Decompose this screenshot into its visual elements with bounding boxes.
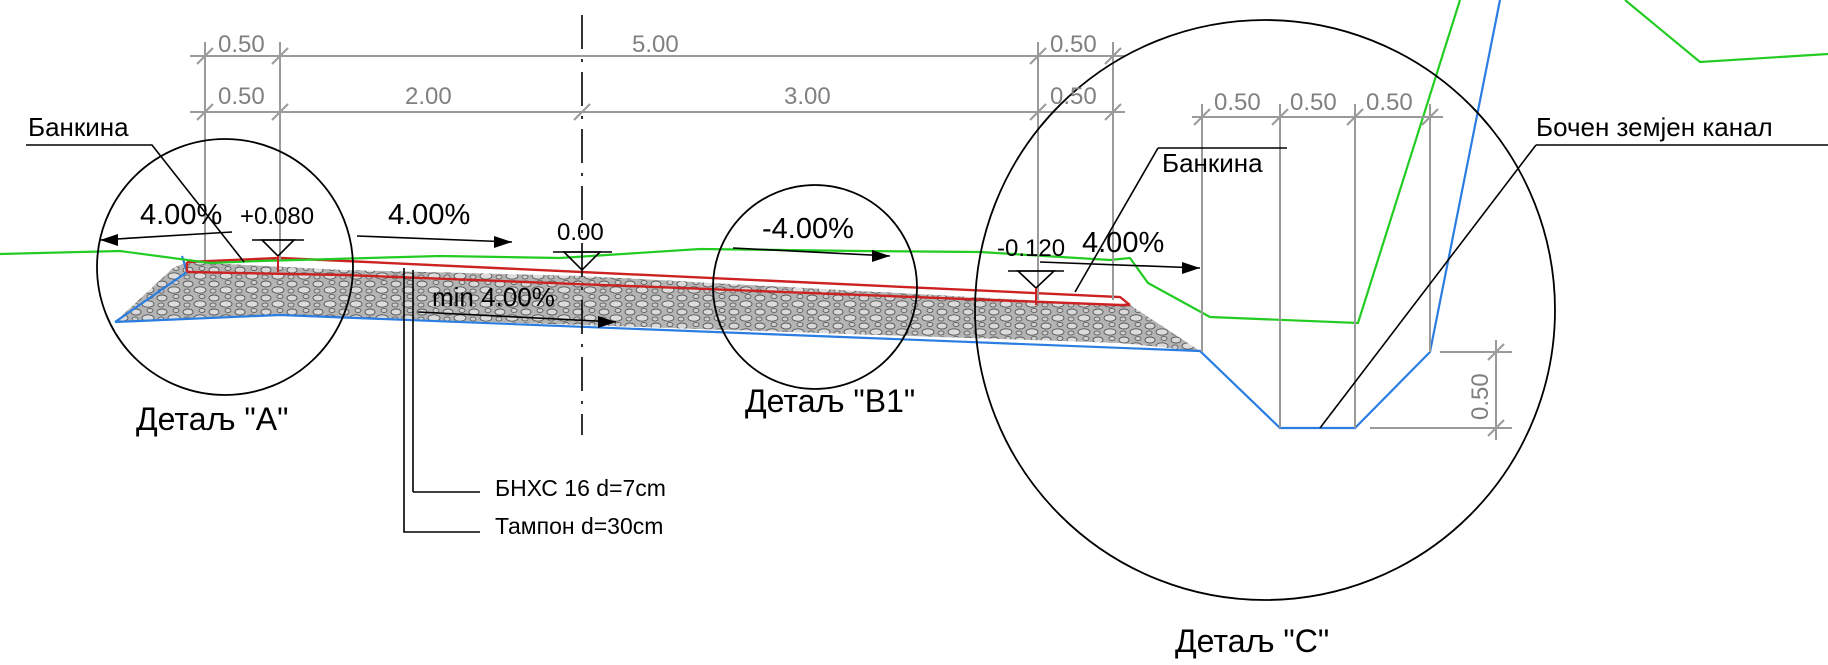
dim-ditch-3: 0.50 (1366, 89, 1413, 116)
dim-top-right: 0.50 (1050, 31, 1097, 58)
dim-ditch-1: 0.50 (1214, 89, 1261, 116)
slope-lane-right: -4.00% (762, 213, 854, 245)
elevation-markers (252, 239, 1064, 305)
dim-top-left: 0.50 (218, 31, 265, 58)
detail-c-circle (974, 19, 1556, 601)
slope-subgrade: min 4.00% (432, 282, 555, 312)
dim-row2-lane-left: 2.00 (405, 83, 452, 110)
elevation-right: -0.120 (997, 235, 1065, 262)
detail-c-title: Детаљ "C" (1175, 623, 1329, 659)
leader-lines (26, 144, 1828, 533)
detail-b1-title: Детаљ "B1" (745, 383, 915, 419)
dim-row2-left: 0.50 (218, 83, 265, 110)
asphalt-top (186, 256, 1131, 306)
dim-row2-lane-right: 3.00 (784, 83, 831, 110)
slope-shoulder-left: 4.00% (140, 199, 222, 231)
base-course-fill (115, 272, 1200, 351)
detail-a-circle (96, 138, 354, 396)
dim-top-total: 5.00 (632, 31, 679, 58)
dim-ditch-2: 0.50 (1290, 89, 1337, 116)
slope-lane-left: 4.00% (388, 199, 470, 231)
dim-ditch-depth: 0.50 (1467, 373, 1494, 420)
label-side-ditch: Бочен земјен канал (1536, 112, 1773, 142)
layer-asphalt: БНХС 16 d=7cm (495, 475, 666, 501)
dim-row2-right: 0.50 (1050, 83, 1097, 110)
dimension-lines (190, 42, 1512, 440)
label-shoulder-left: Банкина (28, 112, 129, 142)
layer-base: Тампон d=30cm (495, 513, 663, 539)
slope-arrows (99, 231, 1201, 328)
elevation-axis: 0.00 (557, 219, 604, 246)
label-shoulder-right: Банкина (1162, 148, 1263, 178)
subgrade-left-edge (114, 271, 188, 323)
elevation-left: +0.080 (240, 203, 314, 230)
detail-a-title: Детаљ "A" (136, 401, 288, 437)
terrain-line (0, 0, 1462, 325)
terrain-line-right (1624, 0, 1828, 64)
asphalt-bottom (186, 270, 1130, 307)
detail-b1-circle (712, 184, 918, 390)
slope-shoulder-right: 4.00% (1082, 227, 1164, 259)
